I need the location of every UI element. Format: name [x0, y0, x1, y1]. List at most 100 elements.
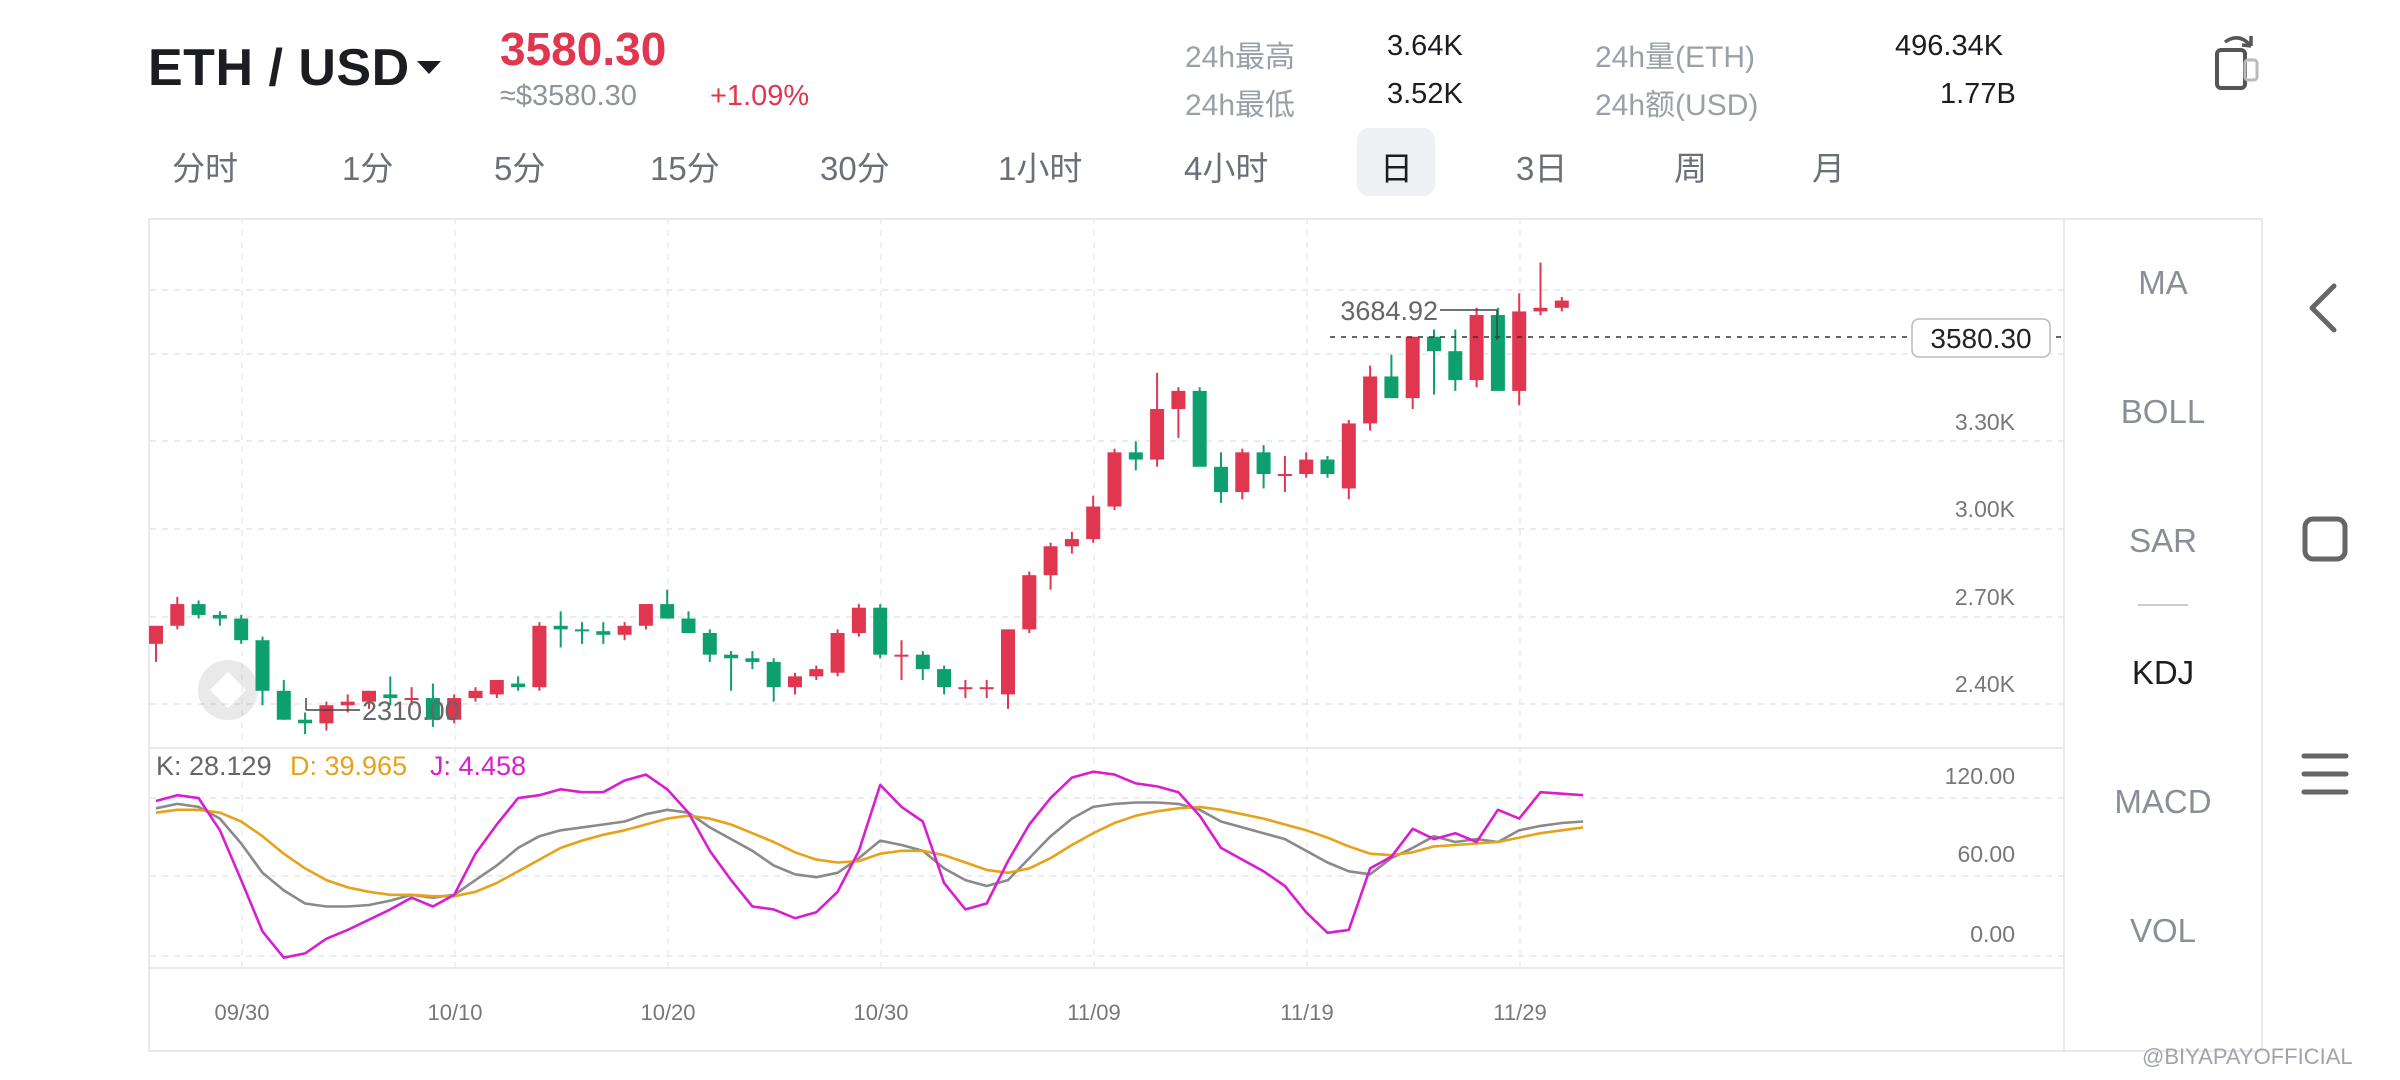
- candle: [319, 701, 334, 731]
- y-tick-label: 2.40K: [1955, 671, 2016, 697]
- candle: [212, 611, 227, 626]
- price-chart[interactable]: 3580.30 3684.92 2310.00 3.30K 3.00K 2.70…: [0, 0, 2065, 1060]
- x-tick-label: 10/30: [853, 1000, 908, 1025]
- stat-high-label: 24h最高: [1185, 41, 1296, 74]
- candle: [1086, 495, 1101, 543]
- candle: [702, 629, 717, 662]
- candle: [255, 636, 270, 706]
- candle: [404, 687, 419, 706]
- candle: [766, 658, 781, 702]
- candle: [979, 679, 994, 699]
- candle: [788, 672, 802, 695]
- indicator-boll[interactable]: BOLL: [2120, 393, 2206, 430]
- indicator-macd[interactable]: MACD: [2114, 783, 2212, 820]
- rotate-screen-icon[interactable]: [2205, 30, 2265, 92]
- candle: [234, 614, 249, 644]
- min-price-label: 2310.00: [362, 696, 460, 726]
- candle: [1299, 452, 1314, 478]
- candle: [1405, 336, 1420, 409]
- candle: [681, 611, 696, 633]
- candle: [362, 690, 376, 709]
- candle: [1107, 448, 1122, 511]
- y-tick-label: 2.70K: [1955, 584, 2016, 610]
- candle: [873, 604, 888, 659]
- tab-week[interactable]: 周: [1674, 150, 1707, 187]
- stat-turnover-label: 24h额(USD): [1595, 89, 1759, 122]
- indicator-kdj[interactable]: KDJ: [2131, 654, 2195, 691]
- candle: [1469, 307, 1484, 388]
- candle: [468, 687, 483, 702]
- x-tick-label: 09/30: [214, 1000, 269, 1025]
- tab-15min[interactable]: 15分: [650, 150, 720, 187]
- interval-active-bg: [1357, 128, 1435, 196]
- kdj-y-tick-label: 60.00: [1957, 841, 2015, 867]
- candle: [1001, 629, 1015, 709]
- candle: [170, 596, 185, 630]
- home-icon[interactable]: [2300, 514, 2350, 564]
- candle: [1277, 455, 1292, 493]
- candle: [1448, 329, 1463, 391]
- tab-3day[interactable]: 3日: [1516, 150, 1568, 187]
- tab-30min[interactable]: 30分: [820, 150, 890, 187]
- candle: [1554, 296, 1569, 312]
- tab-timeshare[interactable]: 分时: [172, 150, 238, 187]
- max-price-label: 3684.92: [1340, 296, 1438, 326]
- candle: [638, 604, 653, 630]
- kdj-line-j: [155, 770, 1584, 960]
- candle: [1171, 387, 1186, 438]
- tab-1hour[interactable]: 1小时: [998, 150, 1083, 187]
- candle: [1363, 365, 1378, 431]
- indicator-divider: [2138, 604, 2188, 606]
- candle: [532, 622, 547, 691]
- candle: [596, 622, 611, 644]
- tab-5min[interactable]: 5分: [494, 150, 546, 187]
- pair-title[interactable]: ETH / USD: [148, 39, 410, 97]
- candle: [553, 611, 568, 648]
- candle: [447, 694, 462, 724]
- indicator-sar[interactable]: SAR: [2129, 522, 2197, 559]
- x-tick-label: 11/29: [1493, 1000, 1546, 1025]
- stat-volume-value: 496.34K: [1895, 30, 2004, 62]
- kdj-j-readout: J: 4.458: [430, 751, 526, 781]
- watermark-logo-icon: [198, 660, 258, 720]
- watermark-text: @BIYAPAYOFFICIAL: [2142, 1044, 2353, 1069]
- indicator-vol[interactable]: VOL: [2129, 912, 2197, 949]
- candle: [1320, 455, 1335, 478]
- x-tick-label: 10/20: [640, 1000, 695, 1025]
- tab-1min[interactable]: 1分: [342, 150, 394, 187]
- candle: [511, 676, 526, 691]
- price-change: +1.09%: [710, 80, 810, 112]
- stat-turnover-value: 1.77B: [1940, 78, 2016, 110]
- back-icon[interactable]: [2300, 280, 2350, 336]
- kdj-k-readout: K: 28.129: [156, 751, 272, 781]
- kdj-line-d: [155, 805, 1584, 898]
- candle: [724, 651, 739, 691]
- candle: [1533, 262, 1548, 316]
- kdj-y-tick-label: 120.00: [1945, 763, 2015, 789]
- x-tick-label: 10/10: [427, 1000, 482, 1025]
- candle: [1214, 452, 1228, 503]
- x-tick-label: 11/09: [1067, 1000, 1120, 1025]
- candle: [745, 651, 760, 670]
- last-price: 3580.30: [500, 23, 667, 75]
- candle: [1128, 441, 1143, 471]
- indicator-sidebar-divider: [2063, 218, 2065, 1052]
- menu-icon[interactable]: [2300, 750, 2350, 798]
- kdj-y-tick-label: 0.00: [1970, 921, 2015, 947]
- stat-volume-label: 24h量(ETH): [1595, 41, 1756, 74]
- indicator-ma[interactable]: MA: [2138, 264, 2188, 301]
- y-tick-label: 3.30K: [1955, 409, 2016, 435]
- tab-4hour[interactable]: 4小时: [1184, 150, 1269, 187]
- candle: [1427, 329, 1441, 395]
- candle: [383, 676, 398, 706]
- candle: [660, 589, 675, 619]
- candle: [1150, 372, 1165, 467]
- candle: [1043, 542, 1058, 590]
- tab-month[interactable]: 月: [1812, 150, 1845, 187]
- tab-day[interactable]: 日: [1380, 150, 1413, 187]
- candle: [1192, 387, 1207, 467]
- candle: [1512, 293, 1527, 406]
- pair-dropdown-icon[interactable]: [417, 61, 441, 74]
- candle: [575, 622, 589, 644]
- candle: [851, 604, 866, 637]
